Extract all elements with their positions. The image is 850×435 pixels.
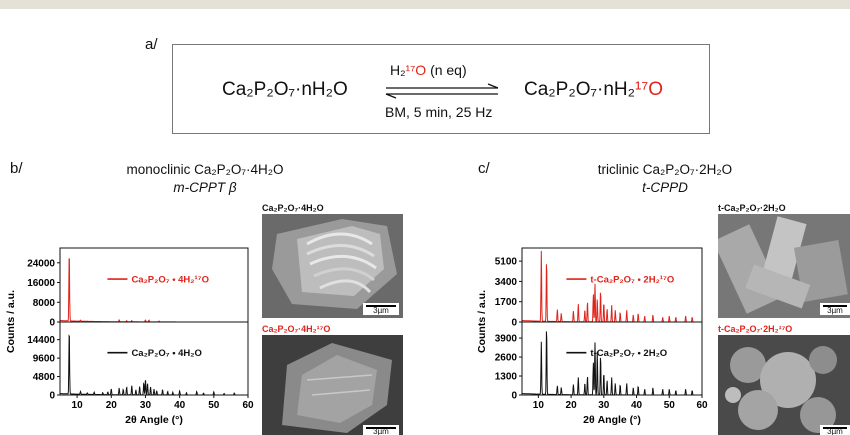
panel-c-title-1: triclinic Ca₂P₂O₇·2H₂O (597, 162, 733, 177)
pattern-line-0 (60, 258, 248, 323)
x-axis-label: 2θ Angle (°) (125, 414, 183, 426)
sem-image-b-bottom: 3µm (262, 335, 403, 435)
reaction-conditions: BM, 5 min, 25 Hz (385, 104, 493, 120)
scale-bar-label: 3µm (827, 427, 843, 435)
y-tick-label: 5100 (495, 257, 518, 268)
scale-bar-b-bottom: 3µm (363, 425, 399, 435)
sem-image-c-bottom: 3µm (718, 335, 850, 435)
legend-label-0: t-Ca₂P₂O₇ • 2H₂¹⁷O (590, 275, 674, 286)
y-tick-label: 16000 (27, 278, 55, 289)
sem-c-top-caption: t-Ca₂P₂O₇·2H₂O (718, 203, 786, 213)
y-tick-label: 9600 (33, 354, 56, 365)
y-tick-label: 4800 (33, 372, 56, 383)
x-tick-label: 40 (631, 400, 643, 411)
equilibrium-arrows-icon (385, 83, 499, 99)
sem-c-bottom-caption: t-Ca₂P₂O₇·2H₂¹⁷O (718, 324, 793, 334)
sem-b-bottom-caption: Ca₂P₂O₇·4H₂¹⁷O (262, 324, 331, 334)
scale-bar-label: 3µm (373, 306, 389, 315)
panel-c-title-2: t-CPPD (642, 180, 688, 195)
legend-label-1: t-Ca₂P₂O₇ • 2H₂O (590, 348, 667, 359)
pxrd-chart-monoclinic: 0 8000 16000 24000 Ca₂P₂O₇ • 4H₂¹⁷O 0 4800 9600… (5, 247, 254, 426)
y-axis-label: Counts / a.u. (476, 290, 488, 353)
x-tick-label: 60 (696, 400, 708, 411)
x-tick-label: 50 (664, 400, 676, 411)
y-tick-label: 1700 (495, 297, 518, 308)
sem-image-b-top: 3µm (262, 214, 403, 318)
product-isotope: ¹⁷O (635, 79, 663, 100)
panel-c-label: c/ (478, 160, 490, 177)
header-strip (0, 0, 850, 9)
x-tick-label: 60 (242, 400, 254, 411)
x-tick-label: 30 (598, 400, 610, 411)
legend-label-0: Ca₂P₂O₇ • 4H₂¹⁷O (131, 275, 209, 286)
panel-b-title-1: monoclinic Ca₂P₂O₇·4H₂O (126, 162, 284, 177)
reagent-equivalents: (n eq) (430, 62, 467, 78)
sem-image-c-top: 3µm (718, 214, 850, 318)
y-tick-label: 0 (49, 318, 55, 329)
x-tick-label: 20 (566, 400, 578, 411)
scale-bar-label: 3µm (373, 427, 389, 435)
reactant-formula: Ca₂P₂O₇·nH₂O (222, 79, 348, 100)
y-tick-label: 0 (511, 318, 517, 329)
x-tick-label: 50 (208, 400, 220, 411)
x-tick-label: 40 (174, 400, 186, 411)
y-tick-label: 8000 (33, 298, 56, 309)
scale-bar-c-bottom: 3µm (820, 425, 850, 435)
product-formula-main: Ca₂P₂O₇·nH₂ (524, 79, 636, 100)
sem-b-top-caption: Ca₂P₂O₇·4H₂O (262, 203, 324, 213)
pattern-line-0 (522, 250, 702, 323)
x-axis-label: 2θ Angle (°) (583, 414, 641, 426)
scale-bar-label: 3µm (827, 306, 843, 315)
reagent-label: H₂¹⁷O (n eq) (390, 62, 467, 78)
scale-bar-c-top: 3µm (820, 303, 850, 315)
x-tick-label: 30 (140, 400, 152, 411)
y-tick-label: 3400 (495, 277, 518, 288)
y-tick-label: 24000 (27, 258, 55, 269)
legend-label-1: Ca₂P₂O₇ • 4H₂O (131, 348, 201, 359)
scale-bar-b-top: 3µm (363, 303, 399, 315)
panel-b-title-2: m-CPPT β (173, 180, 237, 195)
product-formula: Ca₂P₂O₇·nH₂¹⁷O (524, 79, 663, 101)
y-tick-label: 3900 (495, 334, 518, 345)
pxrd-chart-triclinic: 0 1700 3400 5100 t-Ca₂P₂O₇ • 2H₂¹⁷O 0 1300 2600… (476, 247, 708, 426)
reaction-scheme-box (172, 44, 710, 134)
reagent-isotope: ¹⁷O (405, 62, 427, 78)
panel-b-label: b/ (10, 160, 23, 177)
y-tick-label: 0 (49, 391, 55, 402)
panel-a-label: a/ (145, 36, 158, 53)
x-tick-label: 10 (533, 400, 545, 411)
y-tick-label: 0 (511, 391, 517, 402)
x-tick-label: 20 (106, 400, 118, 411)
pattern-line-1 (59, 334, 248, 397)
y-tick-label: 1300 (495, 372, 518, 383)
reagent-formula: H₂ (390, 62, 406, 78)
y-tick-label: 14400 (27, 335, 55, 346)
y-tick-label: 2600 (495, 353, 518, 364)
x-tick-label: 10 (72, 400, 84, 411)
y-axis-label: Counts / a.u. (5, 290, 17, 353)
pattern-line-1 (521, 331, 702, 396)
